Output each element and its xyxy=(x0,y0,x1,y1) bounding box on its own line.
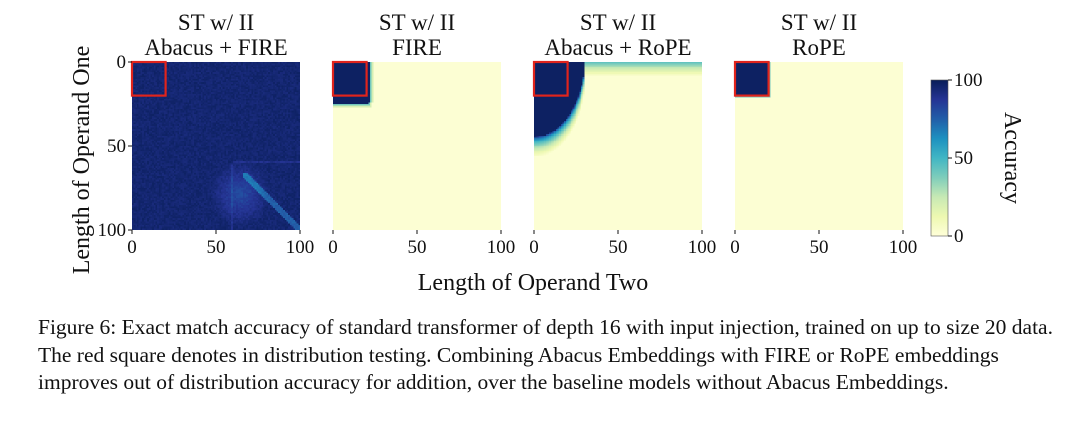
panel-title-line-2: Abacus + RoPE xyxy=(544,35,691,60)
colorbar-label: Accuracy xyxy=(999,112,1025,204)
x-tick-label: 0 xyxy=(328,237,338,258)
in-distribution-square xyxy=(532,60,569,97)
heatmap-cells xyxy=(333,62,502,231)
heatmap-cells xyxy=(534,62,703,231)
y-tick-label: 100 xyxy=(98,220,127,241)
x-tick-label: 50 xyxy=(810,237,829,258)
in-distribution-square xyxy=(733,60,770,97)
panel-title-line-1: ST w/ II xyxy=(178,10,254,35)
x-tick-label: 50 xyxy=(207,237,226,258)
panel-title-line-2: Abacus + FIRE xyxy=(144,35,287,60)
y-axis-label: Length of Operand One xyxy=(69,46,95,275)
x-tick-label: 100 xyxy=(286,237,315,258)
x-tick-label: 0 xyxy=(127,237,137,258)
y-tick-label: 0 xyxy=(117,52,127,73)
x-tick-label: 0 xyxy=(529,237,539,258)
x-tick-label: 50 xyxy=(609,237,628,258)
colorbar-tick-label: 50 xyxy=(954,148,973,169)
x-tick-label: 100 xyxy=(487,237,516,258)
x-tick-label: 100 xyxy=(688,237,717,258)
panel-title-line-1: ST w/ II xyxy=(580,10,656,35)
panel-title-line-1: ST w/ II xyxy=(781,10,857,35)
x-axis-label: Length of Operand Two xyxy=(418,270,648,296)
x-tick-label: 100 xyxy=(889,237,918,258)
accuracy-colorbar: 0 50 100 xyxy=(930,70,983,247)
colorbar-tick-label: 100 xyxy=(954,70,983,91)
figure-caption: Figure 6: Exact match accuracy of standa… xyxy=(38,314,1068,397)
y-tick-label: 50 xyxy=(107,136,126,157)
in-distribution-square xyxy=(331,60,368,97)
colorbar-gradient xyxy=(930,79,949,237)
panel-title-line-2: RoPE xyxy=(792,35,846,60)
heatmap-cells xyxy=(132,62,301,231)
in-distribution-square xyxy=(130,60,167,97)
heatmap-cells xyxy=(735,62,904,231)
x-tick-label: 0 xyxy=(730,237,740,258)
x-tick-label: 50 xyxy=(408,237,427,258)
panel-title-line-1: ST w/ II xyxy=(379,10,455,35)
colorbar-tick-label: 0 xyxy=(954,226,964,247)
panel-title-line-2: FIRE xyxy=(392,35,442,60)
